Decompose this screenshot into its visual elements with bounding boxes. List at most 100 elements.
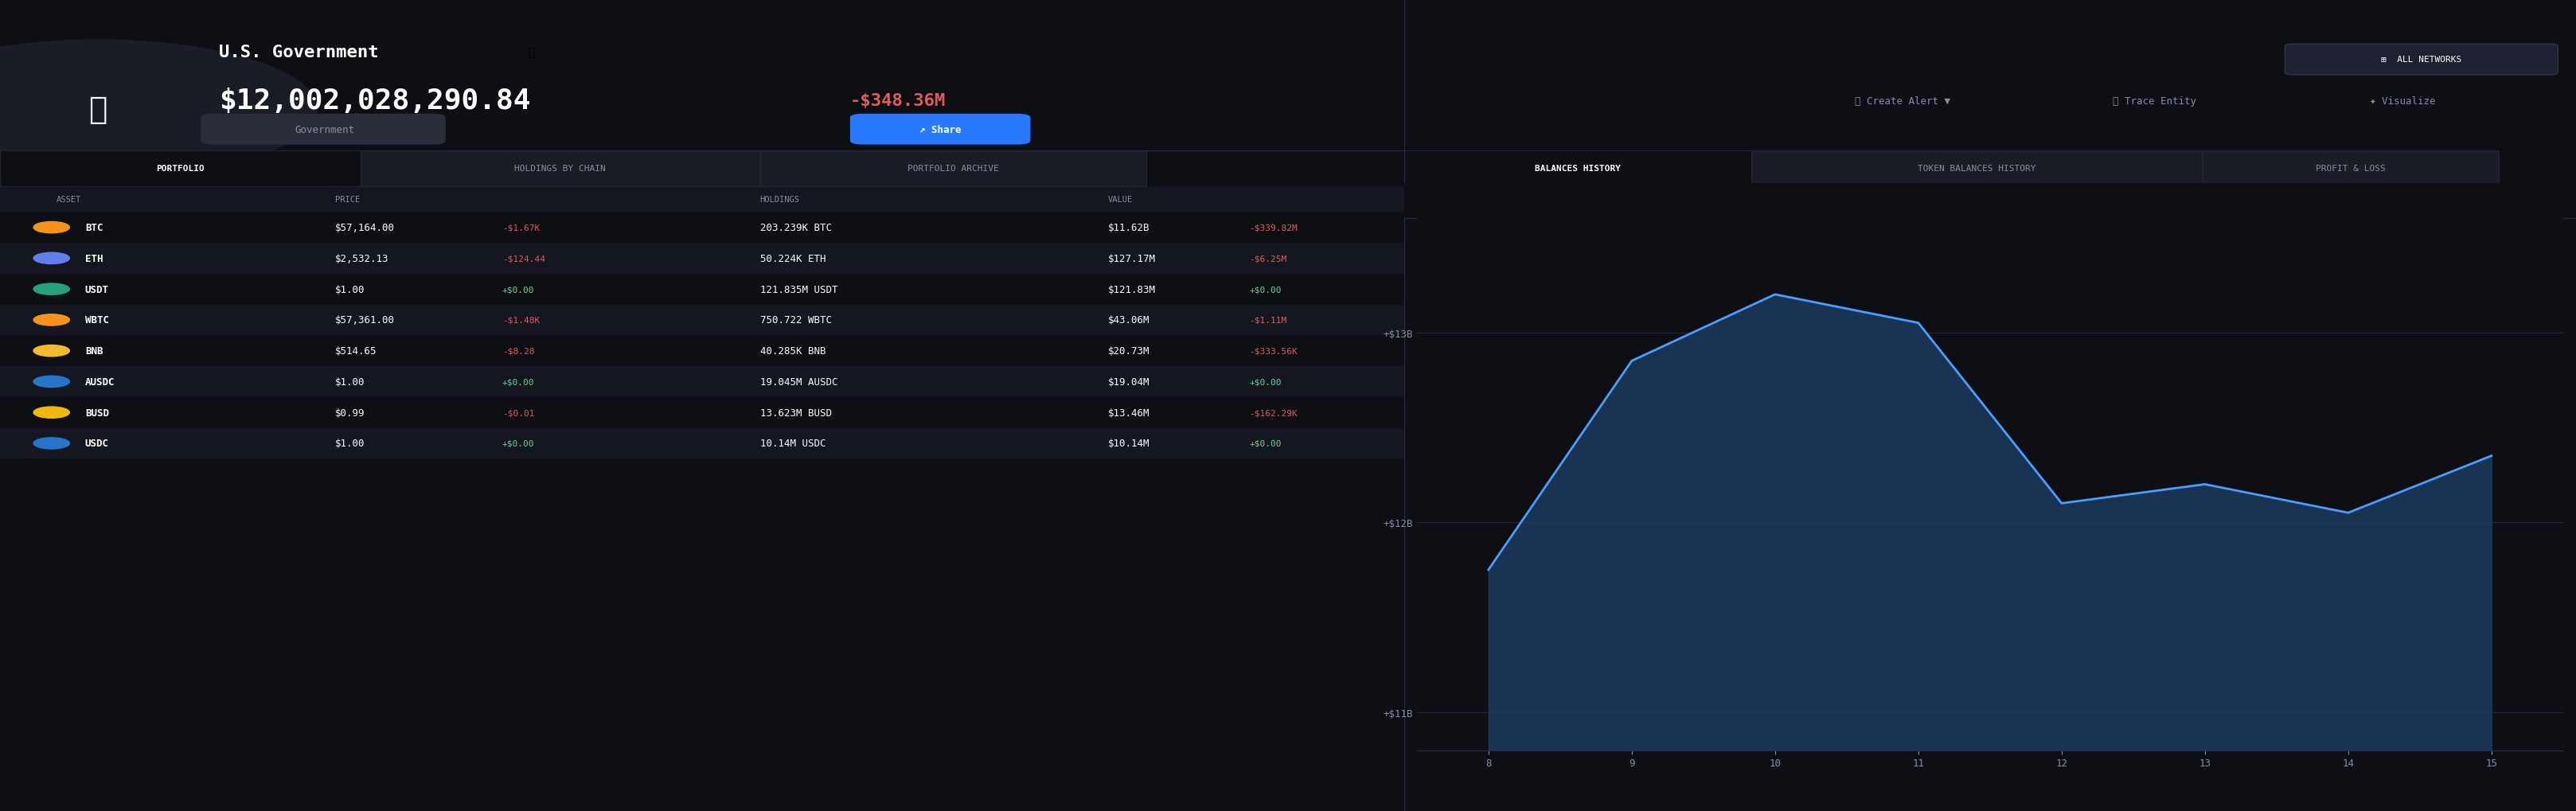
- Text: 1M: 1M: [2370, 195, 2380, 203]
- Text: $0.99: $0.99: [335, 408, 366, 418]
- Text: $57,164.00: $57,164.00: [335, 223, 394, 233]
- Text: 🔵: 🔵: [528, 47, 536, 58]
- Circle shape: [33, 315, 70, 326]
- Bar: [0, 274, 1404, 305]
- Text: 🦅: 🦅: [88, 94, 108, 125]
- Bar: [0, 187, 1404, 212]
- Text: VALUE: VALUE: [1108, 195, 1133, 204]
- Text: -$8.28: -$8.28: [502, 347, 536, 355]
- Text: -$6.25M: -$6.25M: [1249, 255, 1288, 263]
- Text: 13.623M BUSD: 13.623M BUSD: [760, 408, 832, 418]
- Text: PROFIT & LOSS: PROFIT & LOSS: [2316, 165, 2385, 173]
- Circle shape: [33, 222, 70, 234]
- Bar: [0, 336, 1404, 367]
- Text: $127.17M: $127.17M: [1108, 254, 1157, 264]
- Text: -$1.48K: -$1.48K: [502, 316, 541, 324]
- Text: BUSD: BUSD: [85, 408, 108, 418]
- Text: $12,002,028,290.84: $12,002,028,290.84: [219, 88, 531, 115]
- Text: PORTFOLIO: PORTFOLIO: [157, 165, 204, 173]
- Text: HOLDINGS: HOLDINGS: [760, 195, 799, 204]
- Text: -$1.11M: -$1.11M: [1249, 316, 1288, 324]
- Text: $1.00: $1.00: [335, 285, 366, 294]
- Text: +$0.00: +$0.00: [502, 378, 536, 386]
- Circle shape: [33, 345, 70, 357]
- Bar: [0, 367, 1404, 397]
- Text: 50.224K ETH: 50.224K ETH: [760, 254, 824, 264]
- Text: BTC: BTC: [85, 223, 103, 233]
- Text: -$124.44: -$124.44: [502, 255, 546, 263]
- Text: U.S. Government: U.S. Government: [219, 45, 379, 61]
- Text: ALL: ALL: [2509, 195, 2524, 203]
- Text: $13.46M: $13.46M: [1108, 408, 1149, 418]
- Bar: [760, 151, 1146, 187]
- Bar: [361, 151, 760, 187]
- Text: $10.14M: $10.14M: [1108, 439, 1149, 448]
- Text: $1.00: $1.00: [335, 439, 366, 448]
- Text: 🔔 Create Alert ▼: 🔔 Create Alert ▼: [1855, 97, 1950, 106]
- Text: 203.239K BTC: 203.239K BTC: [760, 223, 832, 233]
- Text: $19.04M: $19.04M: [1108, 377, 1149, 387]
- Text: $20.73M: $20.73M: [1108, 346, 1149, 356]
- Circle shape: [33, 253, 70, 264]
- Text: +$0.00: +$0.00: [1249, 285, 1283, 294]
- Text: $121.83M: $121.83M: [1108, 285, 1157, 294]
- Text: PRICE: PRICE: [335, 195, 361, 204]
- Text: ASSET: ASSET: [57, 195, 82, 204]
- Text: ⬡ Trace Entity: ⬡ Trace Entity: [2112, 97, 2195, 106]
- Text: $2,532.13: $2,532.13: [335, 254, 389, 264]
- Text: $57,361.00: $57,361.00: [335, 315, 394, 325]
- Text: ETH: ETH: [85, 254, 103, 264]
- Text: -$348.36M: -$348.36M: [850, 93, 945, 109]
- Text: +$0.00: +$0.00: [1249, 440, 1283, 448]
- Text: Government: Government: [294, 125, 355, 135]
- Text: ⊞  ALL NETWORKS: ⊞ ALL NETWORKS: [2380, 56, 2463, 64]
- Text: TOKEN BALANCES HISTORY: TOKEN BALANCES HISTORY: [1919, 165, 2035, 173]
- Bar: [0, 151, 361, 187]
- Text: 40.285K BNB: 40.285K BNB: [760, 346, 824, 356]
- Bar: [0, 305, 1404, 336]
- Text: USDC: USDC: [85, 439, 108, 448]
- Text: AUSDC: AUSDC: [85, 377, 116, 387]
- Text: +$0.00: +$0.00: [1249, 378, 1283, 386]
- Text: $43.06M: $43.06M: [1108, 315, 1149, 325]
- Text: +$0.00: +$0.00: [502, 440, 536, 448]
- Text: -$333.56K: -$333.56K: [1249, 347, 1298, 355]
- Text: 10.14M USDC: 10.14M USDC: [760, 439, 824, 448]
- Text: $514.65: $514.65: [335, 346, 376, 356]
- Bar: [0, 212, 1404, 243]
- Text: $1.00: $1.00: [335, 377, 366, 387]
- Circle shape: [33, 438, 70, 449]
- Text: HOLDINGS BY CHAIN: HOLDINGS BY CHAIN: [515, 165, 605, 173]
- Bar: [0, 397, 1404, 428]
- Text: USDT: USDT: [85, 285, 108, 294]
- Text: ✦ Visualize: ✦ Visualize: [2370, 97, 2434, 106]
- Text: -$339.82M: -$339.82M: [1249, 224, 1298, 232]
- Text: 3M: 3M: [2442, 195, 2452, 203]
- Circle shape: [33, 376, 70, 388]
- Text: 19.045M AUSDC: 19.045M AUSDC: [760, 377, 837, 387]
- Bar: [1752, 151, 2202, 187]
- FancyBboxPatch shape: [2285, 45, 2558, 75]
- Text: ↗ Share: ↗ Share: [920, 125, 961, 135]
- Text: -$1.67K: -$1.67K: [502, 224, 541, 232]
- Text: $11.62B: $11.62B: [1108, 223, 1149, 233]
- Text: BALANCES HISTORY: BALANCES HISTORY: [1535, 165, 1620, 173]
- Text: 121.835M USDT: 121.835M USDT: [760, 285, 837, 294]
- Bar: [1404, 151, 1752, 187]
- Text: PORTFOLIO ARCHIVE: PORTFOLIO ARCHIVE: [907, 165, 999, 173]
- Text: WBTC: WBTC: [85, 315, 108, 325]
- FancyBboxPatch shape: [201, 114, 446, 145]
- Text: +$0.00: +$0.00: [502, 285, 536, 294]
- Text: 750.722 WBTC: 750.722 WBTC: [760, 315, 832, 325]
- Bar: [0, 428, 1404, 459]
- Text: BNB: BNB: [85, 346, 103, 356]
- Text: 1W: 1W: [2298, 195, 2308, 203]
- Circle shape: [33, 284, 70, 295]
- FancyBboxPatch shape: [850, 114, 1030, 145]
- Bar: [0, 243, 1404, 274]
- Circle shape: [0, 41, 317, 178]
- Text: -$0.01: -$0.01: [502, 409, 536, 417]
- Bar: [2202, 151, 2499, 187]
- Circle shape: [33, 407, 70, 418]
- Text: -$162.29K: -$162.29K: [1249, 409, 1298, 417]
